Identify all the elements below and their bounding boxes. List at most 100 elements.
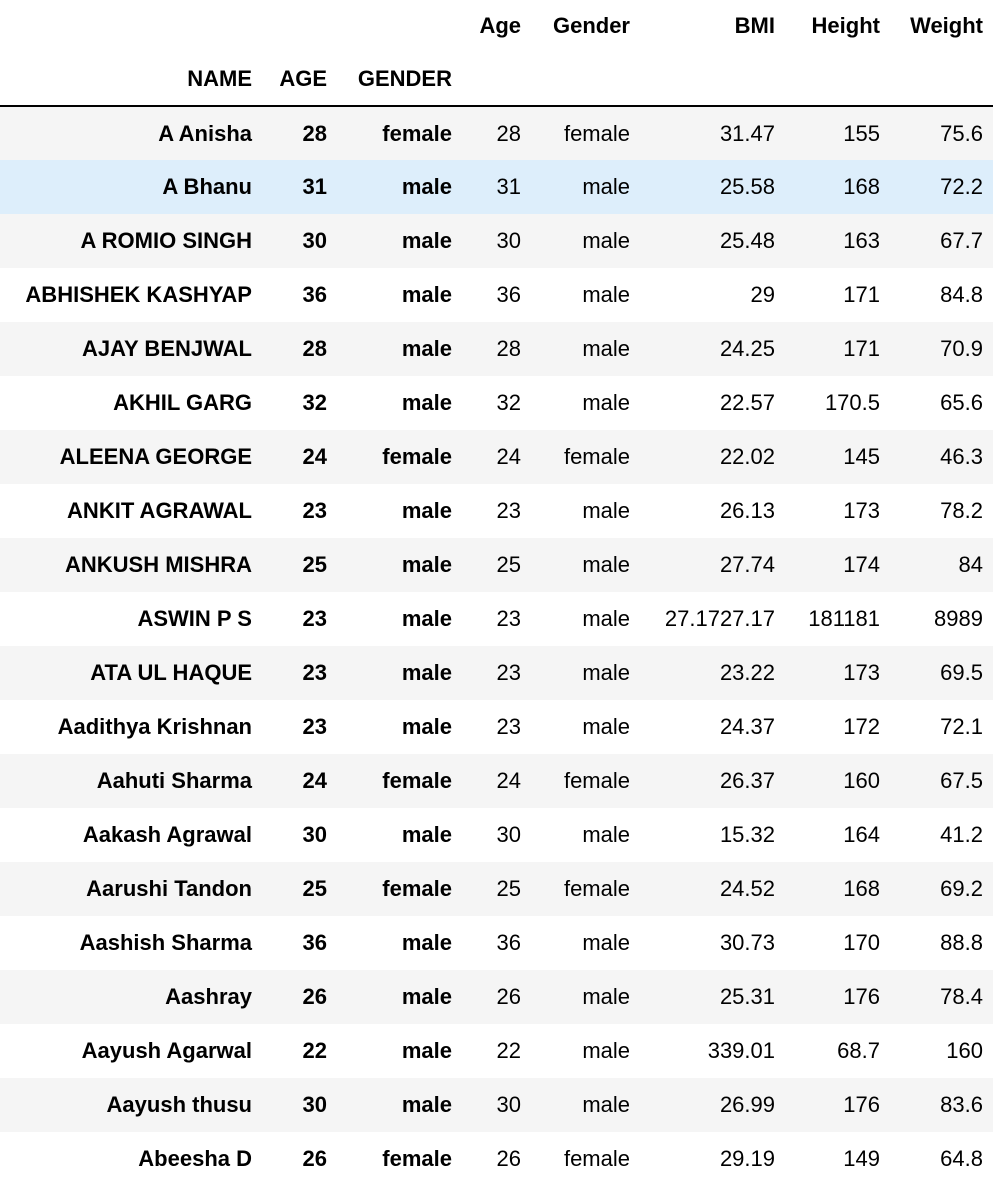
table-row[interactable]: Aayush Agarwal 22 male 22 male 339.01 68.7 160 (0, 1024, 993, 1078)
table-row[interactable]: AJAY BENJWAL 28 male 28 male 24.25 171 70.9 (0, 322, 993, 376)
weight-cell: 69.2 (940, 876, 983, 901)
gender-cell: female (563, 768, 630, 793)
weight-cell: 46.3 (940, 444, 983, 469)
height-cell: 174 (843, 552, 880, 577)
index-name-cell: A Bhanu (162, 174, 252, 199)
index-name-cell: Aahuti Sharma (96, 768, 252, 793)
table-row[interactable]: ABHISHEK KASHYAP 36 male 36 male 29 171 84.8 (0, 268, 993, 322)
blank-index-cell (785, 52, 890, 107)
gender-cell: male (582, 606, 630, 631)
height-cell: 176 (843, 984, 880, 1009)
bmi-cell: 22.02 (719, 444, 775, 469)
height-cell: 176 (843, 1092, 880, 1117)
gender-cell: male (582, 714, 630, 739)
index-name-cell: AKHIL GARG (113, 390, 252, 415)
height-cell: 155 (843, 120, 880, 146)
index-gender-cell: male (401, 336, 452, 361)
index-header-gender[interactable]: GENDER (337, 52, 462, 107)
column-header-bmi[interactable]: BMI (734, 13, 775, 38)
age-cell: 36 (496, 282, 521, 307)
weight-cell: 78.2 (940, 498, 983, 523)
index-header-age[interactable]: AGE (262, 52, 337, 107)
index-header-row: NAME AGE GENDER (0, 52, 993, 107)
table-row[interactable]: ANKUSH MISHRA 25 male 25 male 27.74 174 84 (0, 538, 993, 592)
table-row[interactable]: ALEENA GEORGE 24 female 24 female 22.02 145 46.… (0, 430, 993, 484)
table-row[interactable]: Abeesha D 26 female 26 female 29.19 149 64.8 (0, 1132, 993, 1186)
weight-cell: 83.6 (940, 1092, 983, 1117)
index-age-cell: 30 (302, 1092, 327, 1117)
table-row[interactable]: Aakash Agrawal 30 male 30 male 15.32 164 41.2 (0, 808, 993, 862)
table-row[interactable]: Aayush thusu 30 male 30 male 26.99 176 83.6 (0, 1078, 993, 1132)
column-header-weight[interactable]: Weight (910, 13, 983, 38)
index-name-cell: A Anisha (158, 120, 252, 146)
table-row[interactable]: ANKIT AGRAWAL 23 male 23 male 26.13 173 78.2 (0, 484, 993, 538)
age-cell: 36 (496, 930, 521, 955)
age-cell: 28 (496, 336, 521, 361)
index-age-cell: 30 (302, 822, 327, 847)
table-row[interactable]: Aarushi Tandon 25 female 25 female 24.52 168 69… (0, 862, 993, 916)
index-name-cell: ASWIN P S (137, 606, 252, 631)
table-row[interactable]: Aadithya Krishnan 23 male 23 male 24.37 172 72.… (0, 700, 993, 754)
bmi-cell: 339.01 (707, 1038, 775, 1063)
index-age-cell: 24 (302, 444, 327, 469)
index-name-cell: Aayush Agarwal (81, 1038, 252, 1063)
gender-cell: male (582, 174, 630, 199)
weight-cell: 65.6 (940, 390, 983, 415)
index-name-cell: A ROMIO SINGH (80, 228, 252, 253)
index-gender-cell: male (401, 1038, 452, 1063)
gender-cell: male (582, 336, 630, 361)
weight-cell: 84.8 (940, 282, 983, 307)
table-row[interactable]: ASWIN P S 23 male 23 male 27.1727.17 181181 898… (0, 592, 993, 646)
table-row[interactable]: AKHIL GARG 32 male 32 male 22.57 170.5 65.6 (0, 376, 993, 430)
age-cell: 31 (496, 174, 521, 199)
gender-cell: female (563, 1146, 630, 1171)
index-name-cell: ABHISHEK KASHYAP (25, 282, 252, 307)
index-gender-cell: male (401, 498, 452, 523)
index-age-cell: 24 (302, 768, 327, 793)
index-age-cell: 25 (302, 876, 327, 901)
table-row[interactable]: A Bhanu 31 male 31 male 25.58 168 72.2 (0, 160, 993, 214)
index-gender-cell: female (382, 444, 452, 469)
table-row[interactable]: Aashray 26 male 26 male 25.31 176 78.4 (0, 970, 993, 1024)
column-header-height[interactable]: Height (811, 13, 880, 38)
height-cell: 181181 (808, 606, 880, 631)
gender-cell: male (582, 390, 630, 415)
bmi-cell: 25.31 (719, 984, 775, 1009)
age-cell: 24 (496, 444, 521, 469)
gender-cell: male (582, 1038, 630, 1063)
height-cell: 168 (843, 174, 880, 199)
index-name-cell: Aarushi Tandon (86, 876, 252, 901)
index-age-cell: 23 (302, 606, 327, 631)
index-gender-cell: male (401, 552, 452, 577)
index-age-cell: 26 (302, 984, 327, 1009)
index-age-cell: 30 (302, 228, 327, 253)
index-gender-cell: male (401, 930, 452, 955)
bmi-cell: 24.37 (719, 714, 775, 739)
index-header-name[interactable]: NAME (0, 52, 262, 107)
index-name-cell: Abeesha D (138, 1146, 252, 1171)
weight-cell: 8989 (934, 606, 983, 631)
bmi-cell: 22.57 (719, 390, 775, 415)
table-header: Age Gender BMI Height Weight NAME AGE GE… (0, 0, 993, 107)
weight-cell: 64.8 (940, 1146, 983, 1171)
index-age-cell: 36 (302, 930, 327, 955)
bmi-cell: 29.19 (719, 1146, 775, 1171)
age-cell: 23 (496, 606, 521, 631)
table-row[interactable]: A Anisha 28 female 28 female 31.47 155 75.6 (0, 106, 993, 160)
age-cell: 28 (496, 120, 521, 146)
table-row[interactable]: Aahuti Sharma 24 female 24 female 26.37 160 67.… (0, 754, 993, 808)
gender-cell: female (563, 444, 630, 469)
age-cell: 24 (496, 768, 521, 793)
height-cell: 149 (843, 1146, 880, 1171)
bmi-cell: 26.99 (719, 1092, 775, 1117)
height-cell: 171 (843, 336, 880, 361)
column-header-gender[interactable]: Gender (552, 13, 630, 38)
column-header-age[interactable]: Age (479, 13, 521, 38)
height-cell: 170 (843, 930, 880, 955)
table-row[interactable]: Aashish Sharma 36 male 36 male 30.73 170 88.8 (0, 916, 993, 970)
index-name-cell: AJAY BENJWAL (82, 336, 252, 361)
weight-cell: 75.6 (940, 120, 983, 146)
index-gender-cell: male (401, 984, 452, 1009)
table-row[interactable]: A ROMIO SINGH 30 male 30 male 25.48 163 67.7 (0, 214, 993, 268)
table-row[interactable]: ATA UL HAQUE 23 male 23 male 23.22 173 69.5 (0, 646, 993, 700)
